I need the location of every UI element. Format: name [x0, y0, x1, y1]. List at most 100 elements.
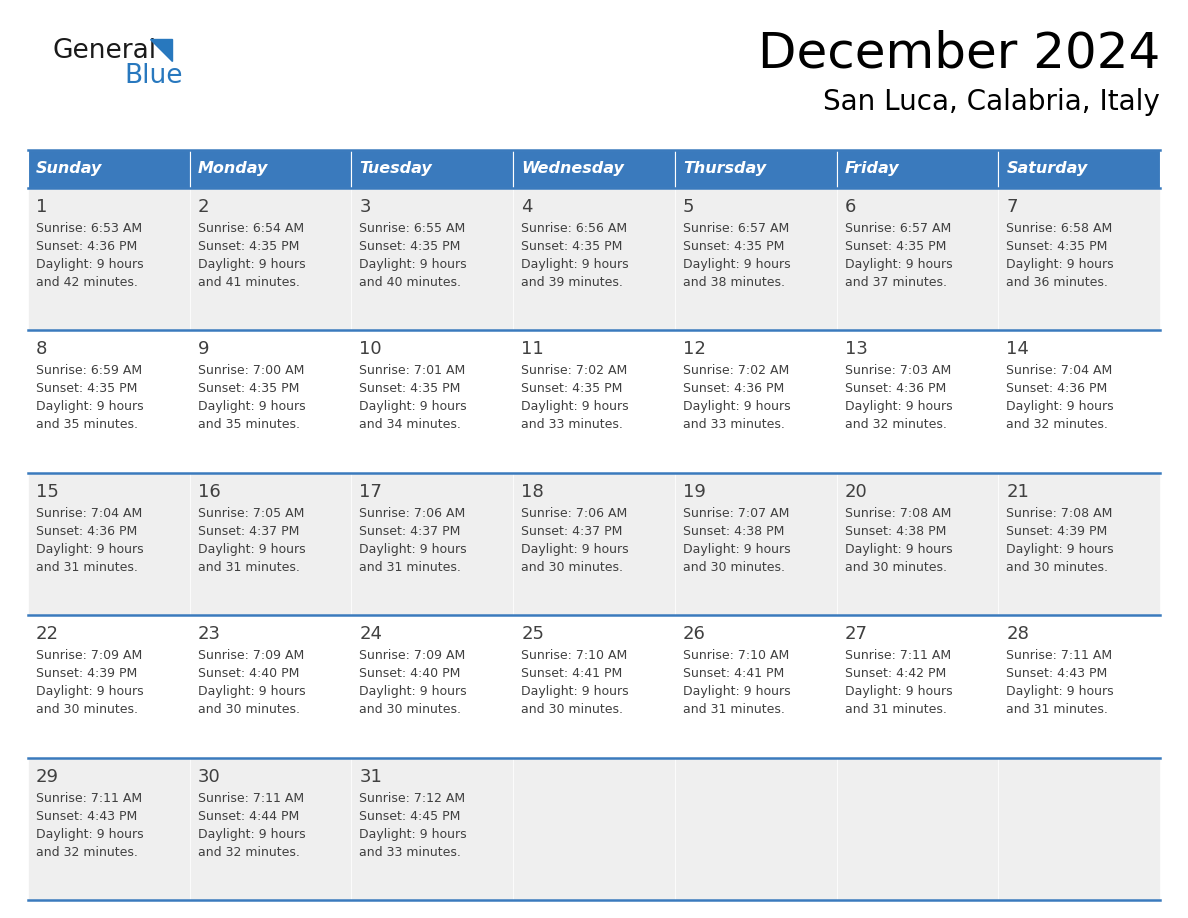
Text: Sunrise: 6:56 AM: Sunrise: 6:56 AM [522, 222, 627, 235]
Bar [998, 757, 1159, 900]
Text: Daylight: 9 hours: Daylight: 9 hours [360, 828, 467, 841]
Bar [352, 188, 513, 330]
Text: Daylight: 9 hours: Daylight: 9 hours [360, 400, 467, 413]
Text: Friday: Friday [845, 162, 899, 176]
Text: Sunset: 4:35 PM: Sunset: 4:35 PM [360, 240, 461, 253]
Text: Daylight: 9 hours: Daylight: 9 hours [36, 258, 144, 271]
Text: Saturday: Saturday [1006, 162, 1087, 176]
Bar [190, 188, 352, 330]
Text: Sunset: 4:45 PM: Sunset: 4:45 PM [360, 810, 461, 823]
Text: 25: 25 [522, 625, 544, 644]
Text: Sunday: Sunday [36, 162, 102, 176]
Text: 22: 22 [36, 625, 59, 644]
Bar [190, 757, 352, 900]
Text: Daylight: 9 hours: Daylight: 9 hours [197, 685, 305, 699]
Text: 31: 31 [360, 767, 383, 786]
Text: and 31 minutes.: and 31 minutes. [36, 561, 138, 574]
Bar [190, 330, 352, 473]
Polygon shape [150, 39, 172, 61]
Bar [513, 150, 675, 188]
Text: and 30 minutes.: and 30 minutes. [683, 561, 785, 574]
Text: Sunrise: 6:54 AM: Sunrise: 6:54 AM [197, 222, 304, 235]
Text: Daylight: 9 hours: Daylight: 9 hours [683, 400, 790, 413]
Text: Sunset: 4:36 PM: Sunset: 4:36 PM [36, 525, 138, 538]
Text: Daylight: 9 hours: Daylight: 9 hours [36, 543, 144, 555]
Text: Sunrise: 7:03 AM: Sunrise: 7:03 AM [845, 364, 950, 377]
Text: 26: 26 [683, 625, 706, 644]
Text: Sunrise: 7:08 AM: Sunrise: 7:08 AM [1006, 507, 1113, 520]
Text: Sunrise: 7:09 AM: Sunrise: 7:09 AM [360, 649, 466, 662]
Text: Sunset: 4:44 PM: Sunset: 4:44 PM [197, 810, 299, 823]
Text: Sunrise: 7:10 AM: Sunrise: 7:10 AM [683, 649, 789, 662]
Bar [998, 330, 1159, 473]
Text: 30: 30 [197, 767, 221, 786]
Text: Sunrise: 7:06 AM: Sunrise: 7:06 AM [522, 507, 627, 520]
Bar [29, 330, 190, 473]
Bar [29, 615, 190, 757]
Text: 12: 12 [683, 341, 706, 358]
Text: Daylight: 9 hours: Daylight: 9 hours [845, 400, 953, 413]
Bar [998, 473, 1159, 615]
Text: Sunset: 4:35 PM: Sunset: 4:35 PM [360, 383, 461, 396]
Text: and 39 minutes.: and 39 minutes. [522, 276, 623, 289]
Text: and 30 minutes.: and 30 minutes. [36, 703, 138, 716]
Text: and 42 minutes.: and 42 minutes. [36, 276, 138, 289]
Text: Sunset: 4:41 PM: Sunset: 4:41 PM [522, 667, 623, 680]
Text: Sunrise: 7:11 AM: Sunrise: 7:11 AM [1006, 649, 1112, 662]
Text: and 35 minutes.: and 35 minutes. [36, 419, 138, 431]
Text: Daylight: 9 hours: Daylight: 9 hours [360, 258, 467, 271]
Text: 16: 16 [197, 483, 221, 501]
Text: Daylight: 9 hours: Daylight: 9 hours [522, 685, 628, 699]
Text: and 36 minutes.: and 36 minutes. [1006, 276, 1108, 289]
Text: Sunset: 4:36 PM: Sunset: 4:36 PM [845, 383, 946, 396]
Bar [675, 615, 836, 757]
Text: 29: 29 [36, 767, 59, 786]
Text: and 40 minutes.: and 40 minutes. [360, 276, 461, 289]
Text: 11: 11 [522, 341, 544, 358]
Text: Sunrise: 7:07 AM: Sunrise: 7:07 AM [683, 507, 789, 520]
Bar [675, 188, 836, 330]
Text: Blue: Blue [124, 63, 183, 89]
Text: Sunrise: 6:58 AM: Sunrise: 6:58 AM [1006, 222, 1112, 235]
Text: 14: 14 [1006, 341, 1029, 358]
Text: 19: 19 [683, 483, 706, 501]
Text: Sunset: 4:37 PM: Sunset: 4:37 PM [522, 525, 623, 538]
Text: Sunrise: 7:05 AM: Sunrise: 7:05 AM [197, 507, 304, 520]
Text: Sunset: 4:35 PM: Sunset: 4:35 PM [683, 240, 784, 253]
Text: 28: 28 [1006, 625, 1029, 644]
Text: Sunset: 4:43 PM: Sunset: 4:43 PM [1006, 667, 1107, 680]
Bar [29, 757, 190, 900]
Bar [513, 330, 675, 473]
Text: Sunrise: 7:04 AM: Sunrise: 7:04 AM [1006, 364, 1112, 377]
Text: and 32 minutes.: and 32 minutes. [36, 845, 138, 858]
Text: Daylight: 9 hours: Daylight: 9 hours [683, 685, 790, 699]
Text: and 41 minutes.: and 41 minutes. [197, 276, 299, 289]
Text: Sunset: 4:35 PM: Sunset: 4:35 PM [197, 240, 299, 253]
Bar [352, 615, 513, 757]
Text: Daylight: 9 hours: Daylight: 9 hours [36, 685, 144, 699]
Text: Sunset: 4:35 PM: Sunset: 4:35 PM [36, 383, 138, 396]
Bar [29, 150, 190, 188]
Text: Daylight: 9 hours: Daylight: 9 hours [522, 258, 628, 271]
Text: Sunrise: 7:11 AM: Sunrise: 7:11 AM [197, 791, 304, 804]
Text: Sunset: 4:38 PM: Sunset: 4:38 PM [683, 525, 784, 538]
Text: Monday: Monday [197, 162, 268, 176]
Text: Sunset: 4:42 PM: Sunset: 4:42 PM [845, 667, 946, 680]
Text: and 33 minutes.: and 33 minutes. [522, 419, 623, 431]
Text: 10: 10 [360, 341, 383, 358]
Text: Sunrise: 6:59 AM: Sunrise: 6:59 AM [36, 364, 143, 377]
Text: Sunset: 4:40 PM: Sunset: 4:40 PM [360, 667, 461, 680]
Text: and 37 minutes.: and 37 minutes. [845, 276, 947, 289]
Text: Daylight: 9 hours: Daylight: 9 hours [197, 258, 305, 271]
Text: Sunrise: 7:04 AM: Sunrise: 7:04 AM [36, 507, 143, 520]
Text: 2: 2 [197, 198, 209, 216]
Text: Sunset: 4:35 PM: Sunset: 4:35 PM [845, 240, 946, 253]
Text: and 32 minutes.: and 32 minutes. [1006, 419, 1108, 431]
Text: Sunrise: 7:11 AM: Sunrise: 7:11 AM [845, 649, 950, 662]
Text: General: General [52, 38, 156, 64]
Bar [998, 615, 1159, 757]
Bar [675, 330, 836, 473]
Text: Sunrise: 7:10 AM: Sunrise: 7:10 AM [522, 649, 627, 662]
Text: Sunrise: 6:57 AM: Sunrise: 6:57 AM [683, 222, 789, 235]
Text: and 30 minutes.: and 30 minutes. [522, 561, 624, 574]
